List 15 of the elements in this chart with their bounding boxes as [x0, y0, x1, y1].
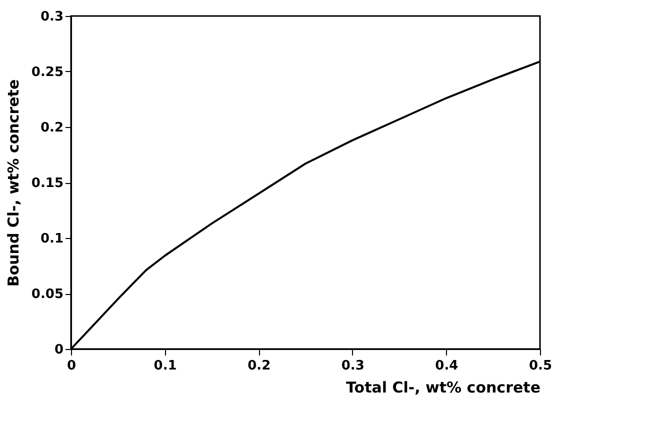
y-tick-label: 0.25 [31, 65, 64, 80]
y-tick-label: 0.2 [40, 120, 64, 136]
x-tick-label: 0.2 [248, 358, 271, 374]
x-tick-label: 0 [66, 358, 76, 374]
x-tick-label: 0.5 [528, 358, 552, 374]
x-tick-label: 0.3 [341, 358, 364, 374]
y-axis-title: Bound Cl-, wt% concrete [4, 79, 22, 287]
x-tick-label: 0.4 [435, 358, 458, 374]
x-axis-title: Total Cl-, wt% concrete [346, 378, 540, 396]
y-tick-label: 0 [54, 342, 64, 358]
x-tick-label: 0.1 [154, 358, 177, 374]
y-tick-label: 0.15 [31, 176, 64, 191]
y-tick-label: 0.1 [40, 232, 64, 246]
y-tick-label: 0.05 [31, 287, 64, 302]
y-tick-label: 0.3 [40, 10, 64, 24]
